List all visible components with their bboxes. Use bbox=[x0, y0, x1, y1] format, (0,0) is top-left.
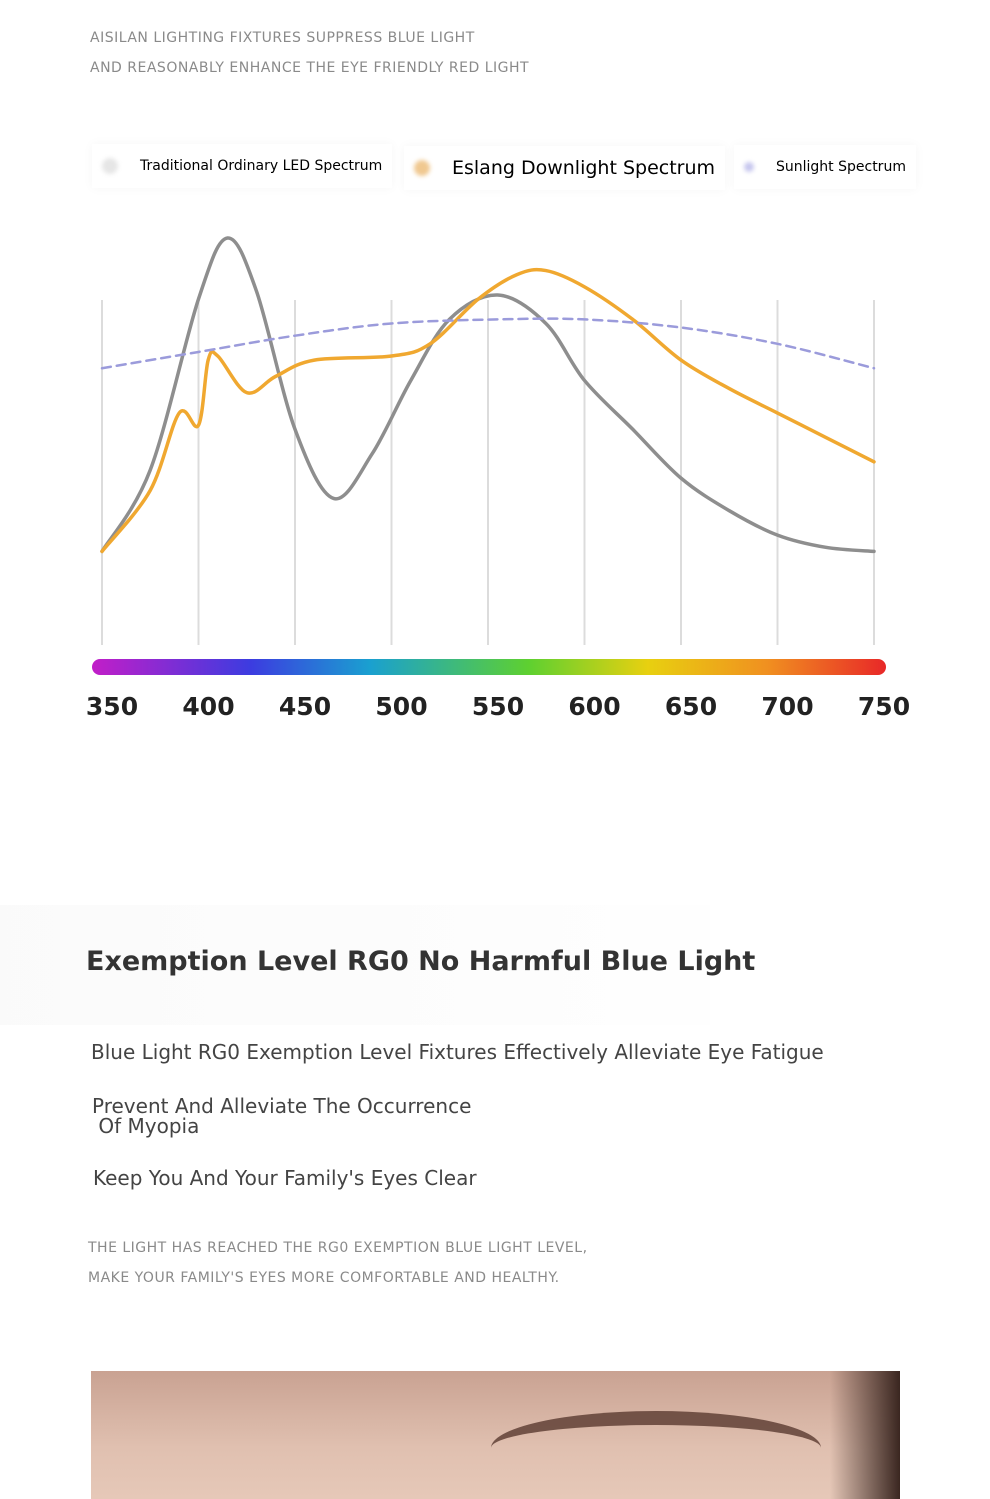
x-tick-label: 700 bbox=[761, 692, 813, 721]
note-line: MAKE YOUR FAMILY'S EYES MORE COMFORTABLE… bbox=[88, 1270, 560, 1286]
x-tick-label: 500 bbox=[375, 692, 427, 721]
legend-label: Eslang Downlight Spectrum bbox=[452, 157, 716, 179]
bullet: Prevent And Alleviate The Occurrence Of … bbox=[92, 1096, 471, 1136]
eye-photo bbox=[91, 1371, 900, 1499]
legend-item: Sunlight Spectrum bbox=[734, 145, 916, 189]
spectrum-bar bbox=[92, 659, 886, 675]
legend-item: Traditional Ordinary LED Spectrum bbox=[92, 144, 392, 188]
series-line bbox=[100, 236, 876, 554]
header-line: AISILAN LIGHTING FIXTURES SUPPRESS BLUE … bbox=[90, 30, 475, 46]
eyebrow bbox=[491, 1411, 821, 1485]
legend-label: Traditional Ordinary LED Spectrum bbox=[140, 158, 383, 174]
x-tick-label: 650 bbox=[665, 692, 717, 721]
legend-item: Eslang Downlight Spectrum bbox=[404, 146, 725, 190]
section-title: Exemption Level RG0 No Harmful Blue Ligh… bbox=[86, 946, 756, 977]
bullet-line: Prevent And Alleviate The Occurrence bbox=[92, 1094, 472, 1118]
hair bbox=[830, 1371, 900, 1499]
x-tick-label: 350 bbox=[86, 692, 138, 721]
series-line bbox=[100, 317, 876, 370]
legend-label: Sunlight Spectrum bbox=[776, 159, 906, 175]
x-tick-label: 400 bbox=[182, 692, 234, 721]
x-tick-label: 450 bbox=[279, 692, 331, 721]
header-line: AND REASONABLY ENHANCE THE EYE FRIENDLY … bbox=[90, 60, 530, 76]
bullet: Blue Light RG0 Exemption Level Fixtures … bbox=[91, 1040, 824, 1064]
chart: 350 400 450 500 550 600 650 700 750 bbox=[86, 236, 910, 721]
note-line: THE LIGHT HAS REACHED THE RG0 EXEMPTION … bbox=[88, 1240, 588, 1256]
x-tick-label: 750 bbox=[858, 692, 910, 721]
x-tick-label: 600 bbox=[568, 692, 620, 721]
bullet: Keep You And Your Family's Eyes Clear bbox=[93, 1166, 477, 1190]
title-bg bbox=[0, 905, 710, 1025]
series-line bbox=[100, 267, 876, 554]
bullet-line: Of Myopia bbox=[92, 1114, 200, 1138]
x-tick-label: 550 bbox=[472, 692, 524, 721]
